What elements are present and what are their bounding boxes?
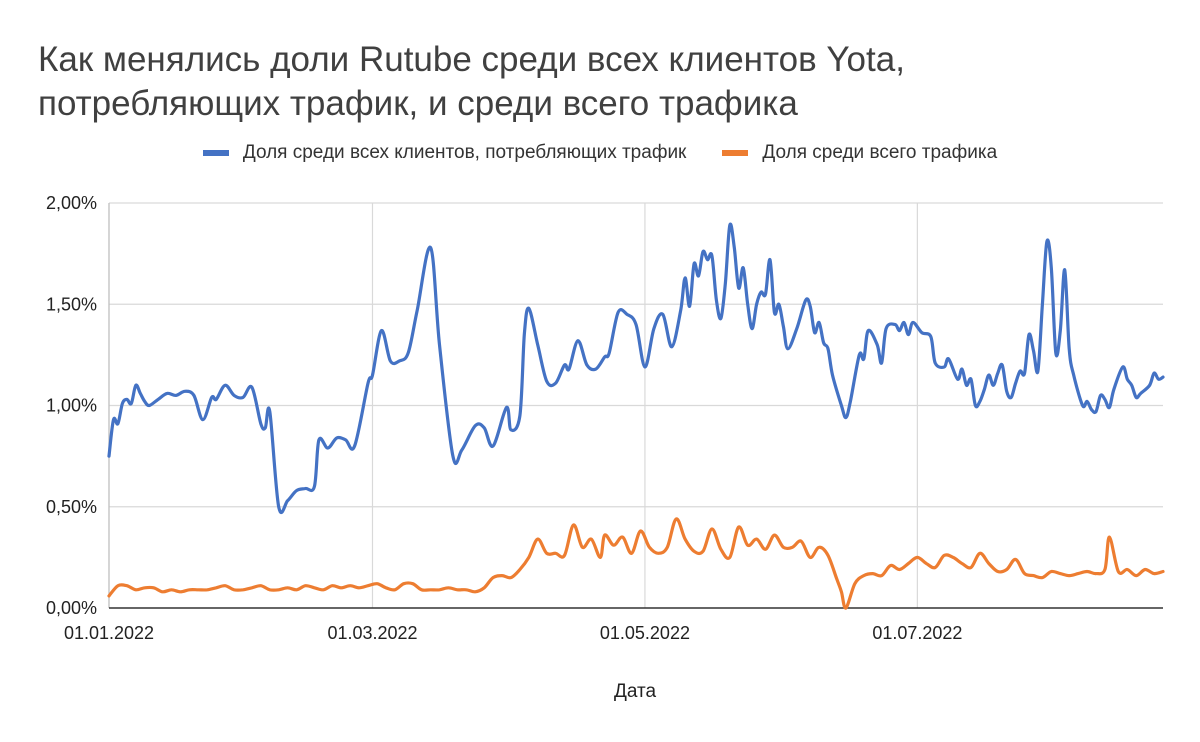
legend-label-traffic: Доля среди всего трафика	[762, 142, 998, 163]
legend-item-clients: Доля среди всех клиентов, потребляющих т…	[202, 142, 687, 164]
y-tick-label-0: 0,00%	[46, 598, 97, 618]
chart-legend: Доля среди всех клиентов, потребляющих т…	[0, 142, 1200, 164]
x-tick-label-1: 01.03.2022	[327, 623, 417, 643]
x-axis-title: Дата	[613, 681, 657, 702]
y-tick-label-4: 2,00%	[46, 193, 97, 213]
y-tick-label-1: 0,50%	[46, 497, 97, 517]
series-line-clients	[107, 222, 1165, 515]
y-tick-label-3: 1,50%	[46, 294, 97, 314]
legend-label-clients: Доля среди всех клиентов, потребляющих т…	[242, 142, 687, 163]
chart-title-line-2: потребляющих трафик, и среди всего трафи…	[38, 84, 798, 123]
y-tick-label-2: 1,00%	[46, 396, 97, 416]
x-tick-label-2: 01.05.2022	[600, 623, 690, 643]
x-tick-label-3: 01.07.2022	[872, 623, 962, 643]
legend-item-traffic: Доля среди всего трафика	[722, 142, 997, 164]
legend-swatch-traffic	[722, 150, 749, 156]
x-tick-label-0: 01.01.2022	[64, 623, 154, 643]
series-line-traffic	[107, 517, 1165, 610]
chart-title-line-1: Как менялись доли Rutube среди всех клие…	[38, 40, 905, 79]
chart-title: Как менялись доли Rutube среди всех клие…	[38, 38, 1158, 126]
legend-swatch-clients	[202, 150, 229, 156]
